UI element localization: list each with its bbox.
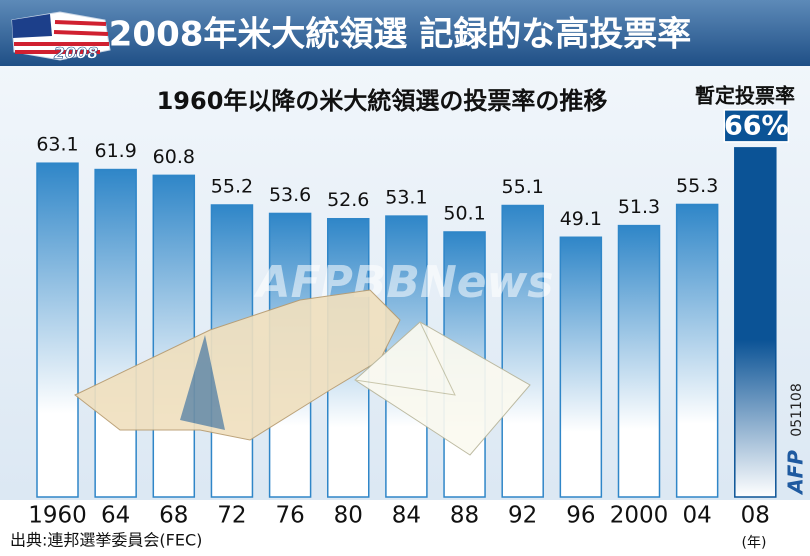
envelope-flap	[354, 321, 456, 396]
envelope	[354, 321, 531, 456]
value-label: 63.1	[36, 134, 78, 156]
flag-logo: 2008	[11, 11, 111, 63]
x-tick-label: 88	[450, 503, 479, 529]
header-band	[0, 0, 810, 66]
hand-envelope	[74, 289, 531, 456]
chart-subtitle: 1960年以降の米大統領選の投票率の推移	[157, 87, 608, 115]
x-tick-label: 84	[392, 503, 421, 529]
bar	[675, 203, 719, 498]
value-label-box	[723, 109, 790, 143]
bar	[152, 174, 196, 498]
x-tick-label: 04	[683, 503, 712, 529]
value-label: 53.6	[269, 184, 311, 206]
x-tick-label: 68	[159, 503, 188, 529]
bar	[501, 204, 544, 498]
bar	[36, 162, 79, 498]
x-tick-label: 72	[217, 503, 246, 529]
value-label: 51.3	[618, 196, 660, 218]
bar	[734, 147, 777, 498]
value-label: 55.3	[676, 175, 718, 197]
value-label: 61.9	[94, 140, 136, 162]
value-label: 53.1	[385, 187, 427, 209]
value-label: 66%	[724, 110, 789, 141]
value-label: 52.6	[327, 189, 369, 211]
footer-band	[0, 500, 810, 556]
value-label: 50.1	[443, 202, 485, 224]
bar	[94, 168, 137, 498]
x-tick-label: 76	[275, 503, 304, 529]
x-tick-label: 1960	[28, 503, 87, 529]
logo-text: 2008	[54, 44, 99, 63]
bar	[617, 224, 661, 498]
x-unit-label: (年)	[742, 535, 767, 551]
x-tick-label: 80	[334, 503, 363, 529]
value-label: 49.1	[560, 208, 602, 230]
value-label: 60.8	[153, 146, 195, 168]
x-tick-label: 08	[741, 503, 770, 529]
flag-stripes	[14, 20, 109, 54]
annotation: 暫定投票率	[695, 84, 795, 108]
source-note: 出典:連邦選挙委員会(FEC)	[10, 531, 202, 550]
x-tick-label: 64	[101, 503, 130, 529]
bar	[559, 236, 603, 498]
code-label: 051108	[789, 383, 805, 436]
x-tick-label: 2000	[610, 503, 669, 529]
x-tick-label: 92	[508, 503, 537, 529]
value-label: 55.1	[502, 176, 544, 198]
value-label: 55.2	[211, 175, 253, 197]
sleeve	[180, 335, 225, 430]
credit-label: AFP	[784, 450, 808, 496]
flag-canton	[12, 14, 52, 38]
x-tick-label: 96	[566, 503, 595, 529]
chart-title: 2008年米大統領選 記録的な高投票率	[109, 15, 691, 55]
